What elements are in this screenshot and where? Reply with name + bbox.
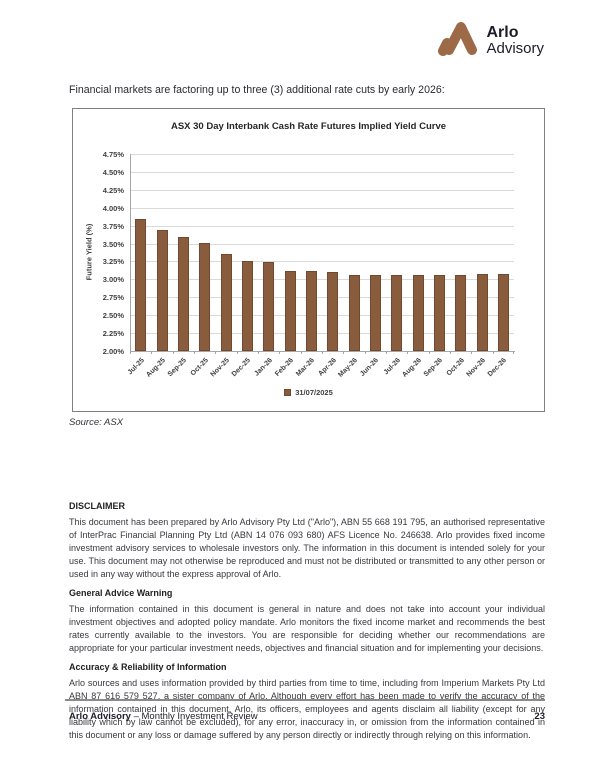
axis-tick — [236, 351, 238, 354]
yield-curve-chart: ASX 30 Day Interbank Cash Rate Futures I… — [72, 108, 545, 412]
footer-divider — [65, 699, 545, 701]
disclaimer-paragraph-3: Arlo sources and uses information provid… — [69, 678, 545, 740]
gridline — [131, 297, 514, 299]
page-footer: Arlo Advisory – Monthly Investment Revie… — [69, 711, 545, 722]
axis-tick — [407, 351, 409, 354]
bar-Sep-26 — [433, 275, 445, 351]
axis-tick — [364, 351, 366, 354]
bar-Dec-25 — [241, 261, 253, 351]
y-tick-label: 2.25% — [102, 329, 124, 339]
plot-area: Jul-25 Aug-25 Sep-25 Oct-25 Nov-25 Dec-25 Jan-… — [126, 154, 515, 379]
y-axis-title: Future Yield (%) — [84, 223, 94, 281]
axis-tick — [215, 351, 217, 354]
gridline — [131, 207, 514, 209]
axis-tick — [471, 351, 473, 354]
bar-May-26 — [348, 275, 360, 351]
axis-tick — [151, 351, 153, 354]
brand-name: Arlo Advisory — [486, 24, 544, 57]
y-tick-label: 4.25% — [102, 185, 124, 195]
y-axis-line — [130, 154, 131, 352]
disclaimer-section: DISCLAIMER This document has been prepar… — [69, 500, 545, 744]
bar-Jul-26 — [391, 275, 403, 351]
brand-name-line2: Advisory — [486, 40, 544, 58]
axis-tick — [450, 351, 451, 354]
footer-doc-title: – Monthly Investment Review — [130, 711, 258, 722]
axis-tick — [172, 351, 174, 354]
y-tick-label: 2.50% — [102, 311, 124, 321]
chart-title: ASX 30 Day Interbank Cash Rate Futures I… — [170, 121, 447, 132]
axis-tick — [513, 351, 514, 354]
bar-Feb-26 — [284, 270, 296, 351]
bar-Nov-26 — [476, 274, 488, 351]
bar-Sep-25 — [177, 237, 189, 351]
y-tick-label: 3.50% — [102, 239, 124, 249]
brand-logo: Arlo Advisory — [437, 18, 544, 63]
gridline — [131, 243, 514, 245]
footer-brand: Arlo Advisory — [69, 711, 131, 722]
bar-Nov-25 — [220, 254, 232, 351]
axis-tick — [343, 351, 345, 354]
arlo-logo-icon — [437, 18, 479, 63]
bar-Jun-26 — [369, 275, 381, 351]
axis-tick — [322, 351, 323, 354]
axis-tick — [386, 351, 387, 354]
legend-swatch — [284, 389, 292, 396]
axis-tick — [492, 351, 494, 354]
axis-tick — [130, 351, 131, 354]
axis-tick — [428, 351, 430, 354]
source-note: Source: ASX — [69, 417, 124, 428]
footer-text: Arlo Advisory – Monthly Investment Revie… — [69, 711, 258, 722]
gridline — [131, 261, 514, 263]
bar-Jul-25 — [135, 219, 147, 351]
y-tick-label: 3.25% — [102, 257, 124, 267]
bar-Aug-26 — [412, 275, 424, 351]
disclaimer-heading: DISCLAIMER — [69, 501, 125, 511]
gridline — [131, 279, 514, 281]
bar-Jan-26 — [263, 262, 275, 351]
gridline — [131, 171, 514, 173]
chart-legend: 31/07/2025 — [73, 388, 544, 397]
legend-label: 31/07/2025 — [295, 388, 333, 397]
bar-Aug-25 — [156, 229, 168, 351]
y-tick-label: 2.00% — [102, 347, 124, 356]
accuracy-reliability-heading: Accuracy & Reliability of Information — [69, 662, 227, 672]
gridline — [131, 333, 514, 335]
general-advice-warning-heading: General Advice Warning — [69, 588, 173, 598]
gridline — [131, 189, 514, 191]
y-tick-label: 4.75% — [102, 150, 124, 159]
bar-Oct-25 — [199, 242, 211, 351]
y-tick-label: 4.00% — [102, 203, 124, 213]
axis-tick — [300, 351, 302, 354]
disclaimer-paragraph-2: The information contained in this docume… — [69, 604, 545, 653]
gridline — [131, 315, 514, 317]
y-tick-label: 2.75% — [102, 293, 124, 303]
intro-text: Financial markets are factoring up to th… — [69, 84, 445, 96]
gridline — [131, 225, 514, 227]
axis-tick — [279, 351, 281, 354]
bar-Mar-26 — [305, 271, 317, 351]
y-tick-label: 3.75% — [102, 221, 124, 231]
bar-Apr-26 — [327, 272, 339, 351]
bar-Oct-26 — [455, 275, 467, 351]
page-number: 23 — [534, 711, 545, 722]
brand-name-line1: Arlo — [486, 23, 519, 41]
axis-tick — [194, 351, 195, 354]
disclaimer-paragraph-1: This document has been prepared by Arlo … — [69, 517, 545, 579]
y-tick-label: 4.50% — [102, 167, 124, 177]
axis-tick — [258, 351, 259, 354]
gridline — [131, 154, 514, 155]
bar-Dec-26 — [497, 273, 509, 351]
y-tick-label: 3.00% — [102, 275, 124, 285]
